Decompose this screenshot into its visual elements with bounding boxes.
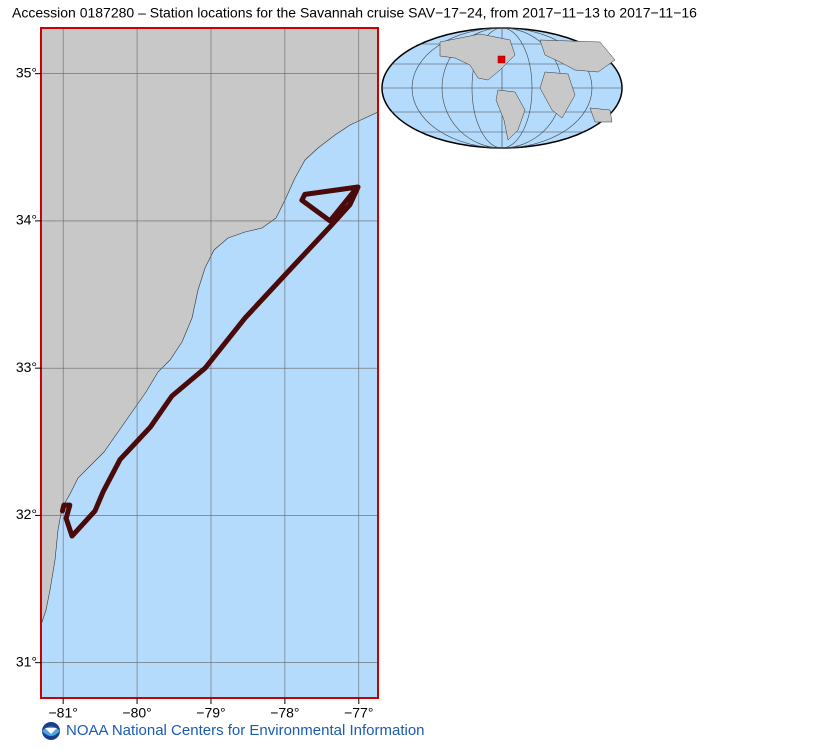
credit: NOAA National Centers for Environmental … [66,722,425,739]
x-tick-label: −78° [270,705,299,721]
y-tick-label: 34° [16,212,37,228]
map-area [41,28,378,698]
x-tick-label: −77° [344,705,373,721]
x-tick-label: −81° [48,705,77,721]
noaa-logo [42,722,60,740]
cruise-track [59,184,361,539]
x-tick-label: −80° [122,705,151,721]
y-tick-label: 33° [16,359,37,375]
y-tick-label: 31° [16,653,37,669]
ticks: −81° −80° −79° −78° −77° 31° 32° 33° 34° 35° [16,64,374,720]
map-frame [40,27,379,699]
track [59,184,361,539]
y-tick-label: 32° [16,506,37,522]
grid [41,28,378,698]
inset-globe [381,27,623,149]
x-tick-label: −79° [196,705,225,721]
land [41,28,378,626]
map-title: Accession 0187280 – Station locations fo… [12,5,697,21]
y-tick-label: 35° [16,64,37,80]
